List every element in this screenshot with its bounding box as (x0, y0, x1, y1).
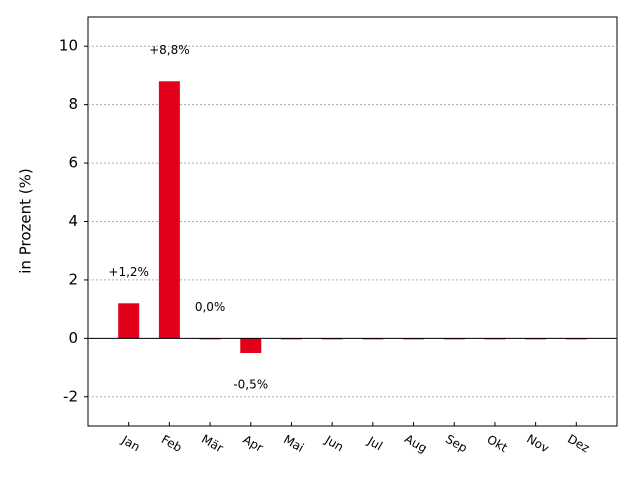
x-tick-label: Aug (402, 432, 429, 456)
y-tick-label: 4 (68, 212, 78, 230)
x-tick-label: Sep (443, 432, 470, 455)
value-label: -0,5% (233, 377, 268, 391)
y-tick-label: 10 (59, 37, 78, 55)
x-tick-label: Jul (364, 433, 384, 453)
x-tick-label: Mai (281, 432, 306, 455)
y-tick-label: 6 (68, 154, 78, 172)
value-label: +8,8% (149, 43, 190, 57)
y-tick-label: -2 (63, 387, 78, 405)
x-tick-label: Mär (199, 432, 226, 455)
x-tick-label: Jan (119, 432, 143, 454)
x-tick-label: Nov (524, 432, 551, 456)
y-axis-label: in Prozent (%) (17, 168, 35, 273)
x-tick-label: Apr (241, 432, 266, 455)
bar (118, 303, 140, 339)
x-tick-label: Jun (322, 432, 346, 454)
value-label: +1,2% (108, 265, 149, 279)
y-tick-label: 0 (68, 329, 78, 347)
y-tick-label: 8 (68, 95, 78, 113)
bar (158, 81, 180, 339)
value-label: 0,0% (195, 300, 226, 314)
y-tick-label: 2 (68, 270, 78, 288)
x-tick-label: Dez (565, 432, 592, 456)
bar (240, 338, 262, 353)
x-tick-label: Feb (159, 432, 184, 455)
x-tick-label: Okt (485, 432, 511, 455)
